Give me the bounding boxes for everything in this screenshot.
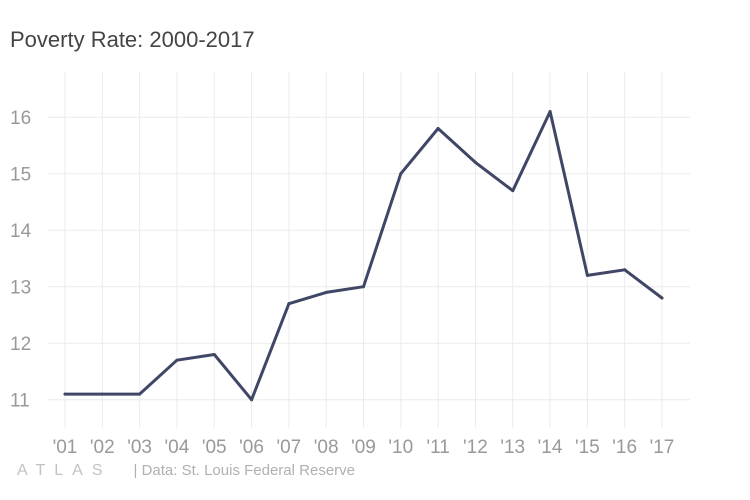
x-tick-label: '17 xyxy=(650,437,675,458)
data-point xyxy=(212,353,216,357)
data-point xyxy=(436,127,440,131)
x-tick-label: '07 xyxy=(276,437,301,458)
y-tick-label: 15 xyxy=(10,165,31,186)
data-point xyxy=(324,290,328,294)
data-point xyxy=(399,172,403,176)
data-point xyxy=(660,296,664,300)
x-tick-label: '13 xyxy=(500,437,525,458)
x-tick-label: '15 xyxy=(575,437,600,458)
footer: ATLAS | Data: St. Louis Federal Reserve xyxy=(17,462,355,480)
horizontal-gridlines xyxy=(48,116,690,401)
atlas-logo: ATLAS xyxy=(17,462,112,479)
x-tick-label: '06 xyxy=(239,437,264,458)
data-point xyxy=(623,268,627,272)
x-tick-label: '09 xyxy=(351,437,376,458)
y-tick-label: 12 xyxy=(10,334,31,355)
data-point xyxy=(548,110,552,114)
y-axis-ticks: 11 12 13 14 15 16 xyxy=(10,108,32,412)
x-tick-label: '11 xyxy=(426,437,449,458)
chart-title: Poverty Rate: 2000-2017 xyxy=(10,27,255,52)
data-point xyxy=(287,302,291,306)
data-point xyxy=(175,358,179,362)
data-point xyxy=(362,285,365,289)
x-tick-label: '03 xyxy=(127,437,152,458)
x-tick-label: '04 xyxy=(165,437,190,458)
data-point xyxy=(250,398,254,402)
data-point xyxy=(138,392,142,396)
x-tick-label: '05 xyxy=(202,437,227,458)
y-tick-label: 14 xyxy=(10,221,32,242)
x-tick-label: '01 xyxy=(53,437,78,458)
series-group xyxy=(63,110,664,402)
x-tick-label: '16 xyxy=(612,437,637,458)
data-point xyxy=(63,392,67,396)
data-point xyxy=(511,189,515,193)
x-tick-label: '02 xyxy=(90,437,115,458)
x-axis-ticks: '01 '02 '03 '04 '05 '06 '07 '08 '09 '10 '11 '12 '13 '… xyxy=(53,437,675,458)
x-tick-label: '08 xyxy=(314,437,339,458)
x-tick-label: '10 xyxy=(388,437,413,458)
data-point xyxy=(473,160,477,164)
data-source: | Data: St. Louis Federal Reserve xyxy=(133,462,356,479)
x-tick-label: '12 xyxy=(463,437,488,458)
x-tick-label: '14 xyxy=(538,437,563,458)
y-tick-label: 16 xyxy=(10,108,31,129)
data-point xyxy=(100,392,104,396)
y-tick-label: 11 xyxy=(10,391,30,412)
vertical-gridlines xyxy=(64,72,663,428)
y-tick-label: 13 xyxy=(10,278,31,299)
data-point xyxy=(585,273,589,277)
